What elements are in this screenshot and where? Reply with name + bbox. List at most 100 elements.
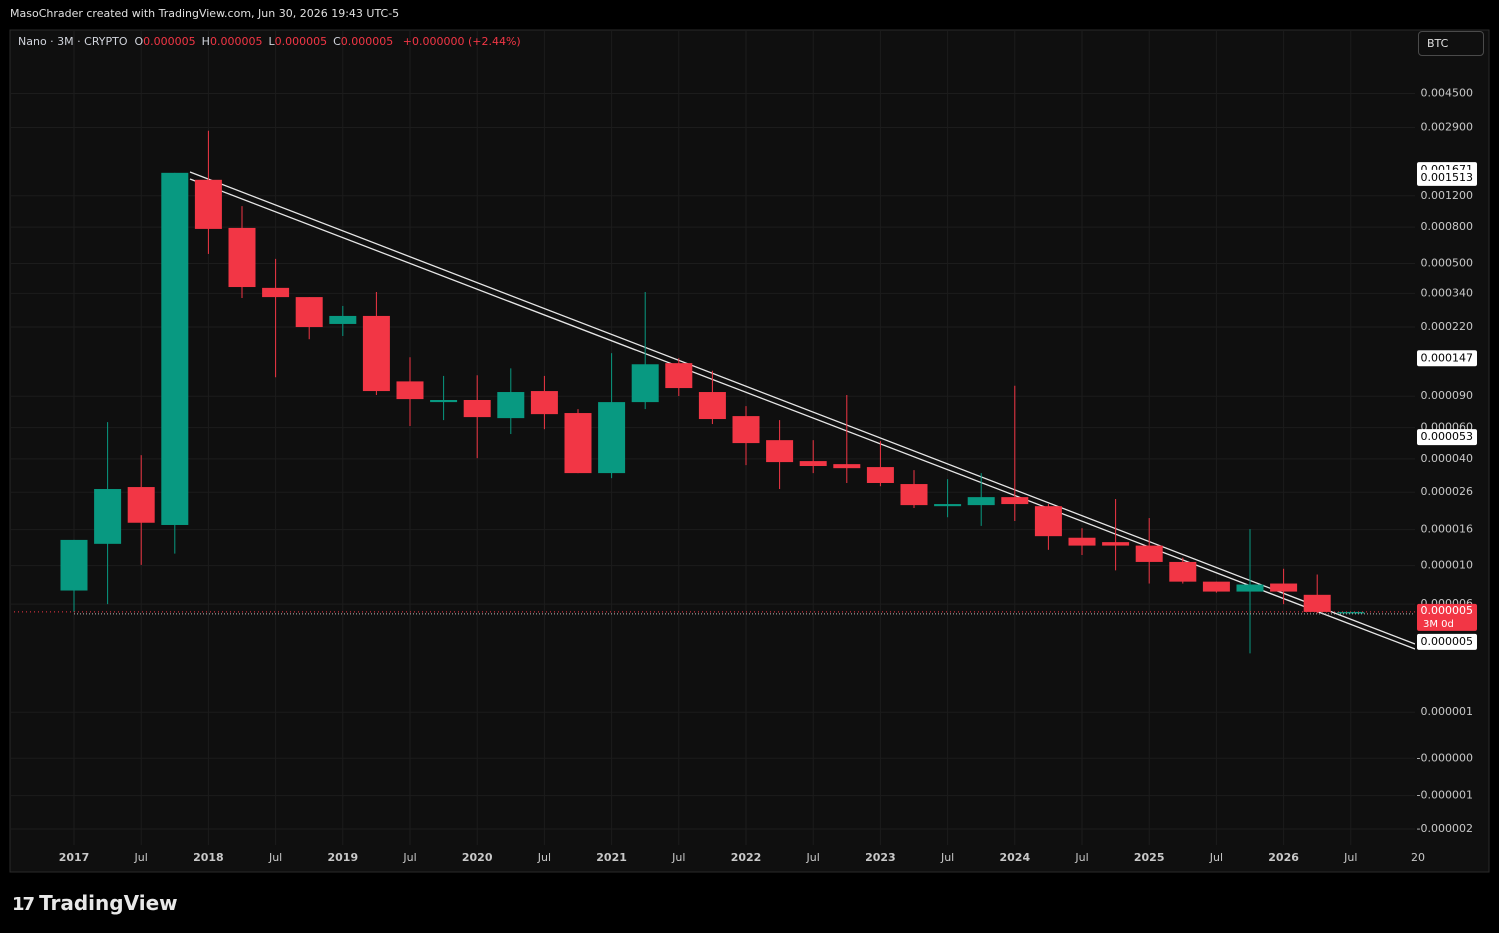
candle-body	[1102, 542, 1130, 546]
x-tick-label: Jul	[806, 851, 820, 864]
price-marker	[1417, 169, 1477, 186]
last-price-label: 0.000005	[1421, 604, 1474, 617]
x-tick-label: 2018	[193, 851, 224, 864]
trend-line	[189, 171, 1415, 645]
candle-body	[598, 402, 626, 474]
legend: Nano · 3M · CRYPTO O0.000005 H0.000005 L0.…	[18, 35, 527, 48]
candle-body	[60, 539, 88, 591]
x-tick-label: 2025	[1134, 851, 1165, 864]
field-value: 0.000005	[209, 35, 263, 48]
candle-body	[329, 315, 357, 324]
y-tick-label: 0.000010	[1421, 559, 1474, 572]
chart-panel	[9, 29, 1490, 873]
y-tick-label: -0.000000	[1417, 751, 1473, 764]
y-tick-label: 0.000340	[1421, 286, 1474, 299]
x-tick-label: Jul	[134, 851, 148, 864]
logo: 17 TradingView	[12, 891, 178, 915]
candle-body	[900, 484, 928, 506]
plot	[11, 130, 1415, 654]
ohlc: O0.000005 H0.000005 L0.000005 C0.000005	[135, 35, 400, 48]
candle-body	[732, 416, 760, 444]
candle-body	[228, 227, 256, 288]
countdown-label: 3M 0d	[1423, 619, 1454, 630]
candle-body	[866, 467, 894, 483]
candle-body	[934, 504, 962, 507]
candle-body	[967, 497, 995, 506]
field-value: 0.000005	[274, 35, 328, 48]
x-tick-label: Jul	[1209, 851, 1223, 864]
candle-body	[1270, 583, 1298, 592]
candle-body	[1169, 561, 1197, 582]
y-tick-label: 0.001200	[1421, 189, 1474, 202]
price-marker	[1417, 633, 1477, 650]
candle-body	[665, 363, 693, 389]
price-marker-label: 0.000005	[1421, 635, 1474, 648]
field-key: H	[201, 35, 210, 48]
x-tick-label: Jul	[671, 851, 685, 864]
y-tick-label: 0.000220	[1421, 320, 1474, 333]
grid	[11, 31, 1415, 845]
x-tick-label: 2023	[865, 851, 896, 864]
y-tick-label: 0.000040	[1421, 452, 1474, 465]
trend-line	[189, 178, 1415, 650]
x-tick-label: Jul	[402, 851, 416, 864]
y-tick-label: 0.002900	[1421, 120, 1474, 133]
x-tick-label: Jul	[940, 851, 954, 864]
candle-body	[94, 489, 122, 544]
x-tick-label: Jul	[268, 851, 282, 864]
candle-body	[295, 297, 323, 328]
axes: 0.004500 0.002900 0.001200 0.000800 0.000500…	[59, 86, 1477, 864]
x-tick-label: 20	[1411, 851, 1425, 864]
candle-body	[362, 315, 390, 392]
x-tick-label: 2022	[731, 851, 762, 864]
price-marker-label: 0.001513	[1421, 171, 1474, 184]
x-tick-label: 2021	[596, 851, 627, 864]
candle-body	[463, 400, 491, 418]
y-tick-label: 0.000500	[1421, 257, 1474, 270]
y-tick-label: 0.000800	[1421, 220, 1474, 233]
candle-body	[161, 172, 189, 525]
x-tick-label: 2017	[59, 851, 90, 864]
x-tick-label: Jul	[1343, 851, 1357, 864]
x-tick-label: 2026	[1268, 851, 1299, 864]
field-key: L	[268, 35, 275, 48]
candle-body	[1135, 545, 1163, 562]
candle-body	[1068, 537, 1096, 546]
candle-body	[396, 381, 424, 400]
y-tick-label: 0.000016	[1421, 523, 1474, 536]
last-price-marker	[1417, 603, 1477, 631]
x-tick-label: Jul	[1074, 851, 1088, 864]
logo-text: TradingView	[39, 891, 178, 915]
y-tick-label: 0.000001	[1421, 705, 1474, 718]
attribution: MasoChrader created with TradingView.com…	[10, 7, 400, 20]
price-marker-label: 0.000053	[1421, 430, 1474, 443]
currency-button[interactable]: BTC	[1418, 31, 1484, 56]
field-value: 0.000005	[340, 35, 394, 48]
candle-body	[1001, 497, 1029, 505]
candle-body	[262, 287, 290, 298]
y-tick-label: 0.004500	[1421, 86, 1474, 99]
candle-body	[497, 392, 525, 419]
x-tick-label: 2024	[999, 851, 1030, 864]
x-tick-label: 2019	[327, 851, 358, 864]
x-tick-label: Jul	[537, 851, 551, 864]
candle-body	[799, 461, 827, 467]
y-tick-label: -0.000002	[1417, 822, 1473, 835]
price-marker	[1417, 429, 1477, 446]
candle-body	[1303, 594, 1331, 612]
x-tick-label: 2020	[462, 851, 493, 864]
candle-body	[833, 464, 861, 469]
field-key: O	[134, 35, 144, 48]
candle-body	[530, 391, 558, 415]
price-marker	[1417, 350, 1477, 367]
candle-body	[766, 440, 794, 463]
candle-body	[430, 400, 458, 403]
candle-body	[698, 392, 726, 420]
field-value: 0.000005	[143, 35, 196, 48]
y-tick-label: 0.000026	[1421, 485, 1474, 498]
y-tick-label: -0.000001	[1417, 789, 1473, 802]
candle-body	[1034, 506, 1062, 537]
symbol: Nano · 3M · CRYPTO	[18, 35, 128, 48]
